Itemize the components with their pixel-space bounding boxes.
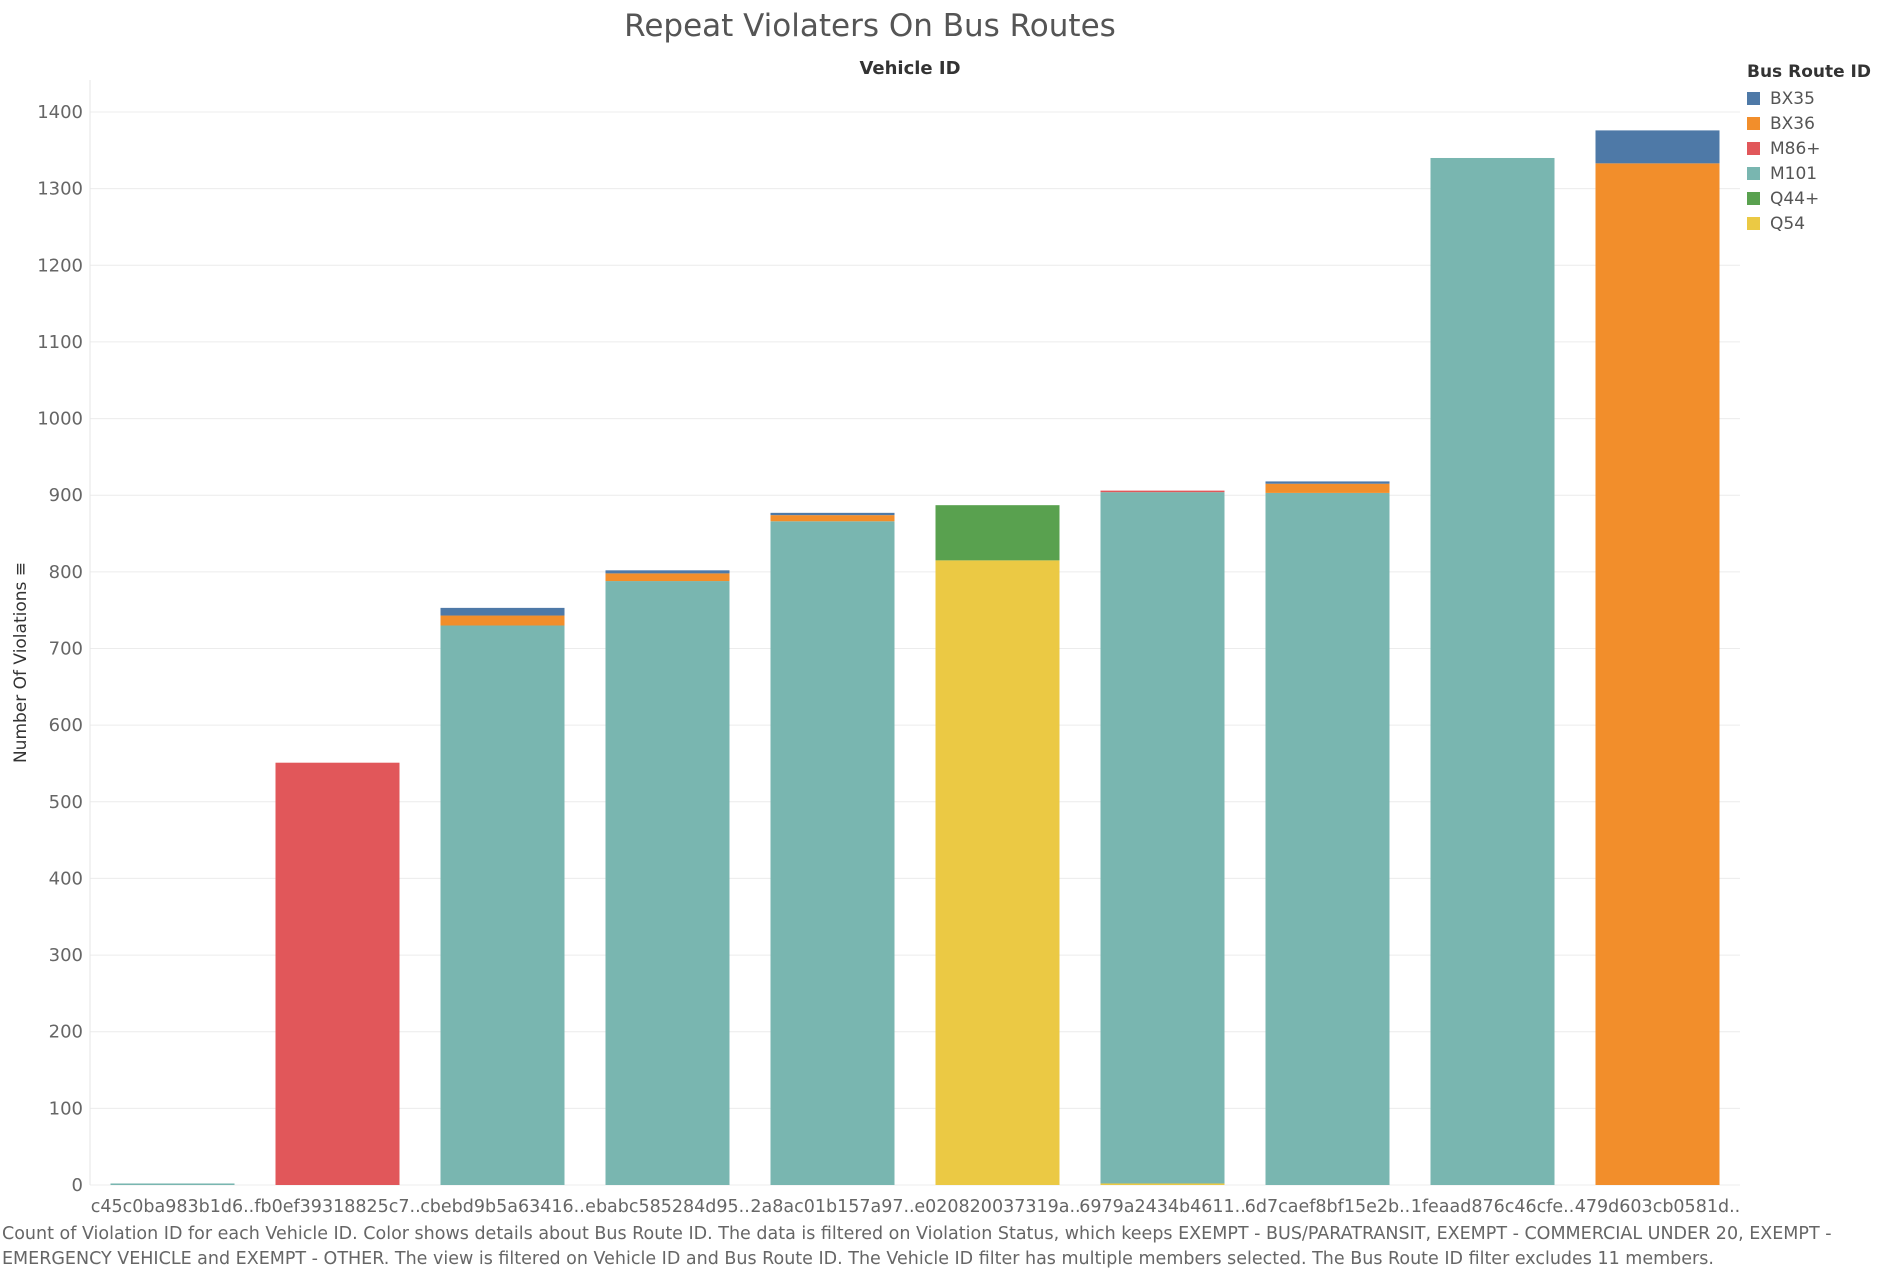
bar-segment-q54 xyxy=(1100,1183,1225,1185)
bar-segment-m101 xyxy=(110,1183,235,1185)
x-tick-label: 479d603cb0581d.. xyxy=(1575,1197,1740,1217)
y-tick-label: 100 xyxy=(49,1098,83,1119)
y-axis-label: Number Of Violations ≡ xyxy=(11,562,31,763)
y-tick-label: 300 xyxy=(49,945,83,966)
chart-svg: 0 100 200 300 400 500 600 700 800 900 1000 1100 1200… xyxy=(11,80,1740,1217)
bar-segment-bx35 xyxy=(1595,130,1720,164)
bar-segment-m101 xyxy=(605,581,730,1185)
y-tick-label: 1200 xyxy=(37,255,83,276)
x-tick-label: 1feaad876c46cfe.. xyxy=(1411,1197,1575,1217)
x-tick-label: cbebd9b5a63416.. xyxy=(420,1197,585,1217)
bar-segment-bx35 xyxy=(1265,481,1390,484)
legend-swatch xyxy=(1747,217,1760,230)
bar-segment-bx36 xyxy=(605,573,730,582)
legend-item[interactable]: M86+ xyxy=(1747,136,1881,161)
x-tick-label: 6d7caef8bf15e2b.. xyxy=(1245,1197,1410,1217)
legend-label: Q44+ xyxy=(1770,188,1820,209)
bar-segment-bx36 xyxy=(770,515,895,522)
legend-label: M101 xyxy=(1770,163,1818,184)
legend-swatch xyxy=(1747,167,1760,180)
x-tick-label: 6979a2434b4611.. xyxy=(1079,1197,1246,1217)
legend-swatch xyxy=(1747,117,1760,130)
bar-segment-bx36 xyxy=(1595,163,1720,1185)
legend: Bus Route ID BX35 BX36 M86+ M101 Q44+ Q54 xyxy=(1747,62,1881,236)
y-tick-label: 1100 xyxy=(37,332,83,353)
bar-segment-m101 xyxy=(1430,157,1555,1185)
legend-swatch xyxy=(1747,192,1760,205)
y-tick-label: 800 xyxy=(49,562,83,583)
bar-segment-q54 xyxy=(935,560,1060,1185)
legend-item[interactable]: Q54 xyxy=(1747,211,1881,236)
bar-segment-bx35 xyxy=(770,512,895,516)
bar-segment-q44plus xyxy=(935,505,1060,561)
bar-segment-bx36 xyxy=(1265,483,1390,493)
legend-item[interactable]: Q44+ xyxy=(1747,186,1881,211)
legend-item[interactable]: BX35 xyxy=(1747,86,1881,111)
x-tick-label: 2a8ac01b157a97.. xyxy=(750,1197,914,1217)
legend-swatch xyxy=(1747,92,1760,105)
chart-title: Repeat Violaters On Bus Routes xyxy=(624,8,1116,44)
bar-segment-m101 xyxy=(1265,492,1390,1185)
bar-segment-m101 xyxy=(1100,492,1225,1184)
y-tick-label: 200 xyxy=(49,1022,83,1043)
y-tick-label: 600 xyxy=(49,715,83,736)
x-tick-label: ebabc585284d95.. xyxy=(585,1197,750,1217)
bar-segment-m86plus xyxy=(1100,490,1225,493)
legend-item[interactable]: M101 xyxy=(1747,161,1881,186)
legend-label: BX36 xyxy=(1770,113,1815,134)
legend-swatch xyxy=(1747,142,1760,155)
legend-item[interactable]: BX36 xyxy=(1747,111,1881,136)
x-tick-label: fb0ef39318825c7.. xyxy=(254,1197,420,1217)
x-tick-label: c45c0ba983b1d6.. xyxy=(91,1197,255,1217)
bar-segment-m101 xyxy=(440,625,565,1185)
bar-segment-bx36 xyxy=(440,615,565,626)
y-tick-label: 1000 xyxy=(37,409,83,430)
legend-label: M86+ xyxy=(1770,138,1821,159)
y-tick-label: 900 xyxy=(49,485,83,506)
legend-label: Q54 xyxy=(1770,213,1806,234)
bar-segment-m86plus xyxy=(275,762,400,1185)
y-tick-label: 0 xyxy=(72,1175,83,1196)
y-tick-label: 1400 xyxy=(37,102,83,123)
bar-segment-bx35 xyxy=(440,607,565,616)
footnote: Count of Violation ID for each Vehicle I… xyxy=(2,1224,1832,1269)
y-tick-label: 700 xyxy=(49,639,83,660)
legend-title: Bus Route ID xyxy=(1747,62,1871,82)
y-tick-label: 1300 xyxy=(37,179,83,200)
y-tick-label: 400 xyxy=(49,868,83,889)
x-tick-label: e020820037319a.. xyxy=(914,1197,1080,1217)
column-header: Vehicle ID xyxy=(859,58,961,79)
bar-segment-bx35 xyxy=(605,570,730,574)
y-tick-label: 500 xyxy=(49,792,83,813)
legend-label: BX35 xyxy=(1770,88,1815,109)
bar-segment-m101 xyxy=(770,521,895,1185)
